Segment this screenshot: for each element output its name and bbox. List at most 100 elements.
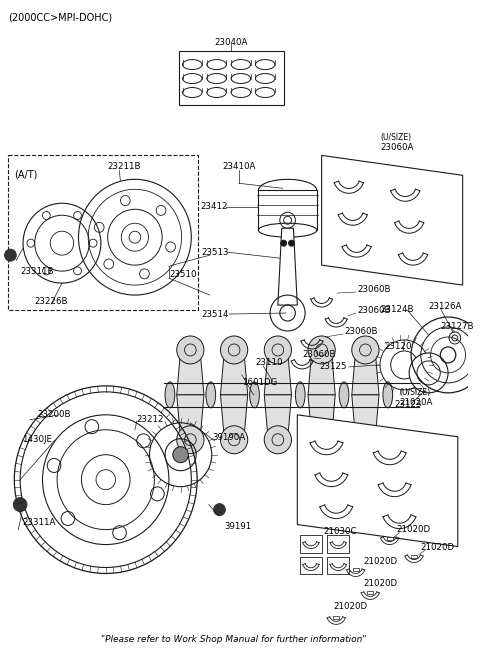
- Text: 23127B: 23127B: [440, 322, 474, 331]
- Text: 39191: 39191: [224, 521, 252, 531]
- Bar: [258, 191, 317, 230]
- Text: 23060B: 23060B: [302, 350, 336, 359]
- Bar: [367, 591, 373, 595]
- Circle shape: [177, 426, 204, 454]
- Circle shape: [308, 426, 335, 454]
- Text: (A/T): (A/T): [14, 170, 38, 179]
- Text: 23126A: 23126A: [429, 302, 462, 311]
- Circle shape: [220, 336, 248, 364]
- Polygon shape: [264, 395, 291, 440]
- Circle shape: [409, 353, 448, 393]
- Text: 23060B: 23060B: [344, 327, 377, 336]
- Polygon shape: [308, 350, 335, 395]
- Circle shape: [308, 336, 335, 364]
- Circle shape: [177, 336, 204, 364]
- Ellipse shape: [231, 60, 251, 69]
- Circle shape: [288, 240, 294, 246]
- Circle shape: [214, 504, 225, 515]
- Text: 21020D: 21020D: [333, 603, 367, 611]
- Polygon shape: [177, 395, 204, 440]
- Bar: [9, 155, 198, 310]
- Circle shape: [281, 240, 287, 246]
- Text: 23124B: 23124B: [380, 305, 413, 314]
- Polygon shape: [177, 350, 204, 395]
- Text: 23226B: 23226B: [35, 297, 68, 306]
- Text: 23110: 23110: [255, 358, 283, 367]
- Ellipse shape: [182, 73, 202, 84]
- Bar: [353, 569, 359, 571]
- Text: 1601DG: 1601DG: [242, 378, 277, 387]
- Text: (2000CC>MPI-DOHC): (2000CC>MPI-DOHC): [9, 12, 113, 23]
- Text: 21020D: 21020D: [396, 525, 431, 534]
- Text: 23311B: 23311B: [20, 267, 54, 276]
- Text: 1430JE: 1430JE: [22, 435, 52, 444]
- Circle shape: [173, 447, 188, 462]
- Circle shape: [352, 426, 379, 454]
- Text: 23200B: 23200B: [37, 410, 71, 419]
- Text: 39190A: 39190A: [213, 433, 246, 441]
- Text: 21020A: 21020A: [399, 398, 433, 407]
- Polygon shape: [297, 415, 458, 546]
- Bar: [327, 557, 349, 574]
- Polygon shape: [322, 155, 463, 285]
- Text: 23060B: 23060B: [358, 306, 391, 315]
- Bar: [387, 536, 393, 540]
- Bar: [333, 616, 339, 620]
- Circle shape: [264, 336, 291, 364]
- Ellipse shape: [207, 88, 226, 98]
- Ellipse shape: [255, 73, 275, 84]
- Text: 23060A: 23060A: [380, 143, 413, 153]
- Circle shape: [352, 336, 379, 364]
- Text: (U/SIZE): (U/SIZE): [380, 134, 411, 142]
- Text: 23125: 23125: [320, 362, 347, 371]
- Text: 23211B: 23211B: [108, 162, 141, 172]
- Text: 23123: 23123: [395, 400, 422, 409]
- Polygon shape: [264, 350, 291, 395]
- Text: 23514: 23514: [201, 310, 228, 319]
- Bar: [300, 557, 322, 574]
- Polygon shape: [220, 350, 248, 395]
- Circle shape: [220, 426, 248, 454]
- Bar: [179, 50, 284, 105]
- Polygon shape: [352, 395, 379, 440]
- Polygon shape: [278, 228, 297, 305]
- Text: 21020D: 21020D: [421, 542, 455, 552]
- Text: 23412: 23412: [200, 202, 228, 212]
- Text: 21030C: 21030C: [324, 527, 357, 536]
- Polygon shape: [220, 395, 248, 440]
- Bar: [411, 555, 417, 557]
- Ellipse shape: [207, 73, 226, 84]
- Polygon shape: [352, 350, 379, 395]
- Text: 23060B: 23060B: [358, 285, 391, 294]
- Ellipse shape: [295, 382, 305, 408]
- Bar: [300, 534, 322, 553]
- Circle shape: [264, 426, 291, 454]
- Ellipse shape: [206, 382, 216, 408]
- Text: 23040A: 23040A: [215, 37, 248, 47]
- Ellipse shape: [231, 73, 251, 84]
- Ellipse shape: [231, 88, 251, 98]
- Circle shape: [13, 498, 27, 512]
- Text: 23120: 23120: [385, 342, 412, 351]
- Ellipse shape: [383, 382, 393, 408]
- Ellipse shape: [339, 382, 349, 408]
- Text: 23212: 23212: [137, 415, 164, 424]
- Circle shape: [5, 249, 16, 261]
- Text: 21020D: 21020D: [363, 557, 397, 565]
- Ellipse shape: [255, 88, 275, 98]
- Ellipse shape: [255, 60, 275, 69]
- Ellipse shape: [258, 223, 317, 237]
- Ellipse shape: [165, 382, 175, 408]
- Bar: [327, 534, 349, 553]
- Text: "Please refer to Work Shop Manual for further information": "Please refer to Work Shop Manual for fu…: [101, 635, 367, 645]
- Ellipse shape: [182, 60, 202, 69]
- Text: 23410A: 23410A: [222, 162, 256, 172]
- Text: 23510: 23510: [169, 270, 196, 279]
- Ellipse shape: [258, 179, 317, 201]
- Text: 23513: 23513: [201, 248, 228, 257]
- Ellipse shape: [207, 60, 226, 69]
- Text: (U/SIZE): (U/SIZE): [399, 388, 431, 397]
- Ellipse shape: [250, 382, 259, 408]
- Ellipse shape: [182, 88, 202, 98]
- Polygon shape: [308, 395, 335, 440]
